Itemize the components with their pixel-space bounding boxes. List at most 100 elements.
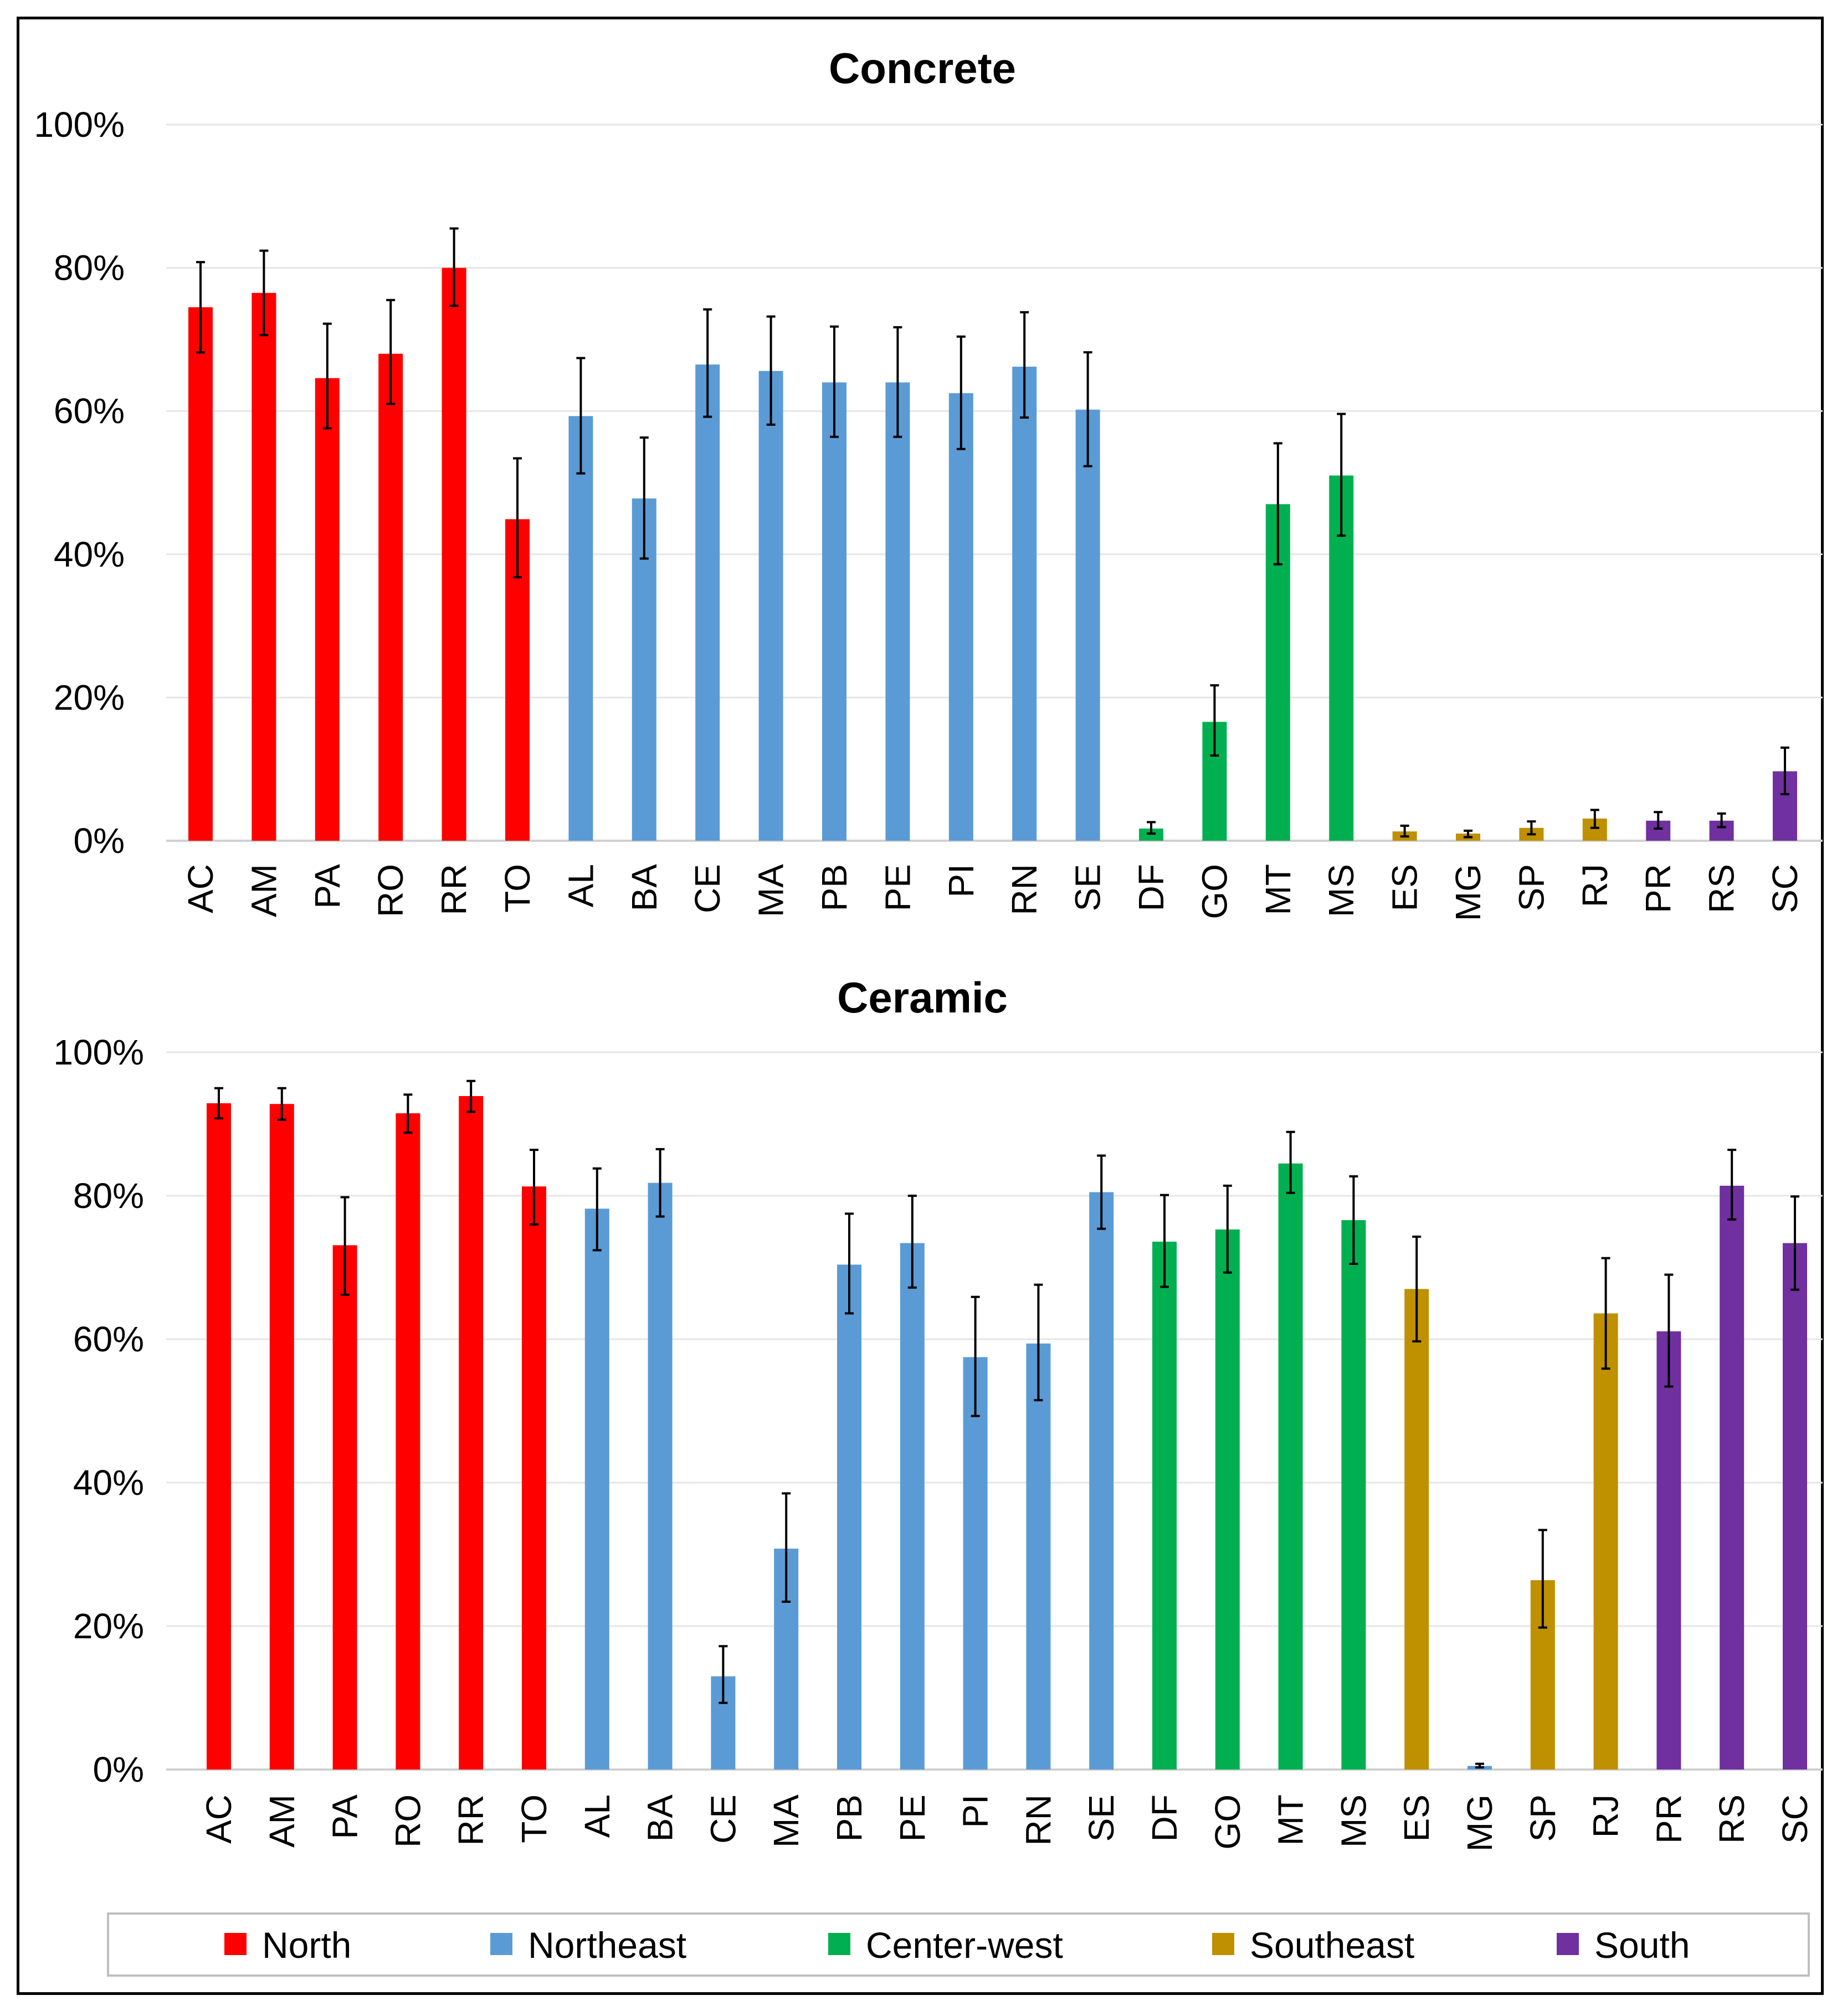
legend-label-northeast: Northeast [528, 1925, 686, 1966]
bar-ce [695, 364, 720, 841]
x-tick-label-sp: SP [1523, 1794, 1563, 1842]
bar-pe [885, 382, 910, 841]
x-tick-label-pb: PB [829, 1794, 869, 1842]
x-tick-label-am: AM [244, 864, 284, 917]
bar-se [1075, 409, 1100, 841]
x-tick-label-ba: BA [640, 1794, 680, 1842]
x-tick-label-es: ES [1385, 864, 1425, 911]
x-tick-label-ac: AC [181, 864, 220, 913]
bar-sc [1783, 1243, 1807, 1770]
x-tick-label-mt: MT [1271, 1794, 1311, 1845]
bar-ro [396, 1113, 420, 1770]
legend-label-center-west: Center-west [866, 1925, 1063, 1966]
bar-pa [315, 378, 340, 841]
x-tick-label-pa: PA [307, 864, 347, 909]
x-tick-label-pi: PI [956, 1794, 996, 1828]
bar-ro [378, 353, 403, 841]
legend-swatch-south [1557, 1933, 1579, 1955]
bar-am [252, 292, 276, 841]
bar-to [522, 1186, 546, 1770]
bar-pi [963, 1357, 988, 1770]
x-tick-label-ma: MA [766, 1794, 806, 1848]
bar-ac [207, 1103, 231, 1770]
bar-al [568, 416, 593, 841]
x-tick-label-rr: RR [451, 1794, 491, 1845]
x-tick-label-ma: MA [751, 864, 791, 917]
y-tick-label: 0% [93, 1750, 145, 1789]
x-tick-label-to: TO [497, 864, 537, 913]
x-tick-label-pe: PE [892, 1794, 932, 1842]
x-tick-label-rr: RR [434, 864, 474, 915]
x-tick-label-ro: RO [371, 864, 411, 917]
chart-title-ceramic: Ceramic [837, 973, 1008, 1022]
bar-pe [900, 1243, 925, 1770]
legend-swatch-southeast [1212, 1933, 1234, 1955]
x-tick-label-ac: AC [199, 1794, 239, 1844]
y-tick-label: 80% [54, 248, 125, 288]
x-tick-label-ms: MS [1333, 1794, 1373, 1848]
y-tick-label: 40% [54, 534, 125, 574]
bar-ac [188, 307, 213, 841]
x-tick-label-pa: PA [325, 1794, 365, 1839]
y-tick-label: 20% [73, 1606, 144, 1646]
chart-panel-concrete: 0% 20% 40% 60% 80% 100% AC AM PA RO RR TO AL BA CE MA PB… [34, 105, 1823, 921]
legend-swatch-north [224, 1933, 247, 1955]
bar-rr [442, 268, 466, 841]
y-tick-label: 100% [53, 1032, 144, 1072]
bar-pb [837, 1264, 861, 1770]
bar-pb [822, 382, 846, 841]
legend-label-southeast: Southeast [1250, 1925, 1414, 1966]
chart-panel-ceramic: 0% 20% 40% 60% 80% 100% AC AM PA RO RR TO AL BA CE MA PB… [53, 1032, 1823, 1852]
x-tick-label-es: ES [1397, 1794, 1436, 1842]
x-tick-label-df: DF [1145, 1794, 1184, 1842]
y-tick-label: 100% [34, 105, 125, 145]
x-tick-label-df: DF [1131, 864, 1171, 911]
x-tick-label-to: TO [514, 1794, 554, 1843]
x-tick-label-ba: BA [624, 864, 664, 912]
legend-swatch-center-west [828, 1933, 850, 1955]
bar-go [1215, 1229, 1240, 1770]
x-tick-label-pi: PI [941, 864, 981, 897]
x-tick-label-rs: RS [1702, 864, 1742, 913]
bar-rn [1012, 367, 1037, 841]
x-tick-label-pr: PR [1638, 864, 1678, 913]
x-tick-label-pe: PE [878, 864, 917, 911]
bar-ms [1341, 1220, 1366, 1770]
x-tick-label-se: SE [1081, 1794, 1121, 1842]
x-tick-label-sc: SC [1765, 864, 1805, 913]
x-tick-label-sp: SP [1511, 864, 1551, 911]
y-tick-label: 80% [73, 1176, 144, 1216]
legend-swatch-northeast [490, 1933, 512, 1955]
bar-df [1152, 1241, 1177, 1770]
x-tick-label-mg: MG [1448, 864, 1488, 921]
x-tick-label-go: GO [1194, 864, 1234, 919]
y-tick-label: 60% [73, 1319, 144, 1359]
x-tick-label-sc: SC [1775, 1794, 1815, 1844]
y-tick-label: 20% [54, 677, 125, 717]
x-tick-label-pb: PB [814, 864, 854, 911]
legend-box [107, 1912, 1810, 1977]
x-tick-label-rs: RS [1712, 1794, 1752, 1844]
x-tick-label-rj: RJ [1575, 864, 1615, 907]
x-tick-label-rn: RN [1018, 1794, 1058, 1845]
bar-es [1404, 1289, 1429, 1770]
bar-rr [459, 1096, 484, 1770]
legend: North Northeast Center-west Southeast South [107, 1912, 1810, 1977]
bar-am [269, 1104, 294, 1770]
x-tick-label-go: GO [1208, 1794, 1248, 1850]
bar-se [1089, 1192, 1114, 1770]
x-tick-label-mt: MT [1258, 864, 1298, 915]
bar-rj [1593, 1313, 1618, 1770]
bar-rs [1720, 1185, 1744, 1770]
x-tick-label-se: SE [1068, 864, 1108, 911]
x-tick-label-al: AL [577, 1794, 617, 1838]
bar-pr [1656, 1331, 1681, 1770]
x-tick-label-rn: RN [1004, 864, 1044, 915]
x-tick-label-ce: CE [703, 1794, 743, 1844]
bar-ma [758, 371, 783, 841]
bar-mt [1278, 1163, 1303, 1770]
x-tick-label-ro: RO [388, 1794, 428, 1848]
bar-pa [332, 1245, 357, 1770]
x-tick-label-ms: MS [1321, 864, 1361, 917]
